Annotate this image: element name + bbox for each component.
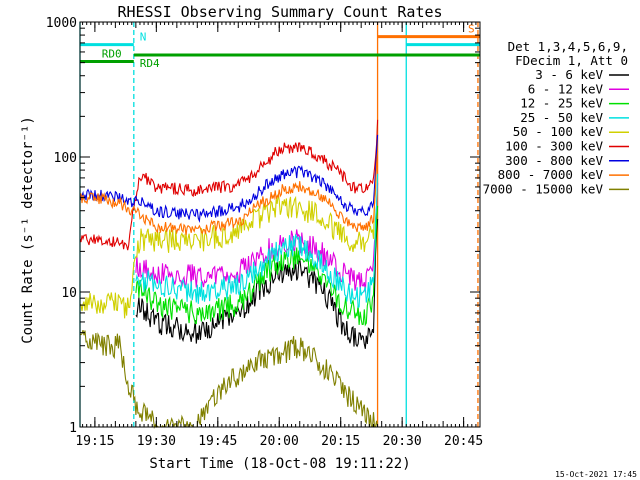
legend-label-300-800-kev: 300 - 800 keV xyxy=(505,153,603,168)
annotation-s: S xyxy=(468,23,475,36)
x-tick-label: 20:45 xyxy=(444,434,483,449)
legend-label-7000-15000-kev: 7000 - 15000 keV xyxy=(483,181,604,196)
annotation-rd0: RD0 xyxy=(102,47,122,60)
legend-header-line2: FDecim 1, Att 0 xyxy=(515,53,628,68)
series-line-800-7000-kev xyxy=(79,151,379,236)
legend-header-line1: Det 1,3,4,5,6,9, xyxy=(508,39,628,54)
y-tick-label: 1000 xyxy=(46,16,77,31)
series-line-7000-15000-kev xyxy=(79,329,379,430)
x-tick-label: 19:45 xyxy=(198,434,237,449)
y-axis-label: Count Rate (s⁻¹ detector⁻¹) xyxy=(20,116,36,344)
legend-label-3-6-kev: 3 - 6 keV xyxy=(535,67,603,82)
series-line-50-100-kev xyxy=(79,122,379,319)
legend-label-100-300-kev: 100 - 300 keV xyxy=(505,139,603,154)
legend: Det 1,3,4,5,6,9, FDecim 1, Att 0 3 - 6 k… xyxy=(483,39,629,196)
x-tick-label: 20:00 xyxy=(260,434,299,449)
axes: 1 10 100 1000 19:15 19:30 19:45 20:00 20:15 20:30… xyxy=(46,16,483,449)
series-line-25-50-kev xyxy=(135,173,379,309)
y-tick-label: 10 xyxy=(61,286,77,301)
x-tick-label: 20:30 xyxy=(383,434,422,449)
x-tick-label: 20:15 xyxy=(321,434,360,449)
timestamp: 15-Oct-2021 17:45 xyxy=(555,470,637,479)
x-tick-label: 19:15 xyxy=(75,434,114,449)
series-line-300-800-kev xyxy=(79,134,379,223)
legend-label-6-12-kev: 6 - 12 keV xyxy=(528,81,604,96)
series-line-3-6-kev xyxy=(135,218,379,349)
annotation-rd4: RD4 xyxy=(140,57,160,70)
chart-title: RHESSI Observing Summary Count Rates xyxy=(117,3,442,21)
legend-label-50-100-kev: 50 - 100 keV xyxy=(513,124,604,139)
series-line-100-300-kev xyxy=(79,119,379,251)
x-axis-label: Start Time (18-Oct-08 19:11:22) xyxy=(149,456,410,472)
plot-frame xyxy=(79,21,481,428)
x-tick-label: 19:30 xyxy=(137,434,176,449)
series-line-12-25-kev xyxy=(135,205,379,327)
plot-body: N RD0 RD4 S xyxy=(79,22,480,430)
legend-label-12-25-kev: 12 - 25 keV xyxy=(520,96,603,111)
legend-label-800-7000-kev: 800 - 7000 keV xyxy=(498,167,604,182)
y-tick-label: 100 xyxy=(54,151,77,166)
annotation-n: N xyxy=(140,31,147,44)
y-tick-label: 1 xyxy=(69,421,77,436)
legend-label-25-50-kev: 25 - 50 keV xyxy=(520,110,603,125)
